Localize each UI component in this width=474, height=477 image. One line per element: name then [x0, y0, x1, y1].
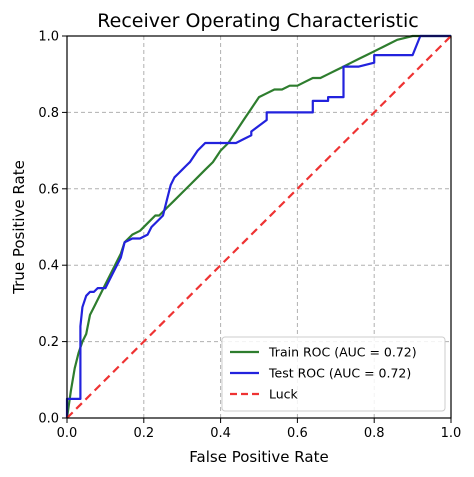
axis-ticks: 0.0 0.2 0.4 0.6 0.8 1.0 0.0 0.2 0.4 0.6 0.8 1.0 [38, 30, 461, 442]
y-tick-label: 0.0 [38, 412, 59, 427]
series-line-test [65, 34, 451, 418]
legend: Train ROC (AUC = 0.72) Test ROC (AUC = 0.… [221, 336, 446, 412]
legend-label: Luck [269, 387, 299, 402]
legend-label: Test ROC (AUC = 0.72) [268, 366, 411, 381]
x-tick-label: 0.8 [364, 426, 385, 441]
x-tick-label: 0.4 [210, 426, 231, 441]
series-line-train [65, 34, 451, 419]
y-tick-label: 0.8 [38, 106, 59, 121]
legend-label: Train ROC (AUC = 0.72) [268, 345, 417, 360]
y-tick-label: 0.2 [38, 335, 59, 350]
y-tick-label: 1.0 [38, 30, 59, 45]
chart-title: Receiver Operating Characteristic [97, 10, 418, 32]
x-tick-label: 0.6 [287, 426, 308, 441]
x-tick-label: 0.2 [133, 426, 154, 441]
y-tick-label: 0.4 [38, 259, 59, 274]
x-axis-label: False Positive Rate [189, 448, 328, 466]
y-tick-label: 0.6 [38, 182, 59, 197]
series-lines [65, 34, 452, 419]
x-tick-label: 1.0 [441, 426, 462, 441]
plot-area-frame [66, 35, 452, 419]
x-tick-label: 0.0 [57, 426, 78, 441]
y-axis-label: True Positive Rate [10, 160, 28, 295]
legend-box [221, 336, 446, 412]
